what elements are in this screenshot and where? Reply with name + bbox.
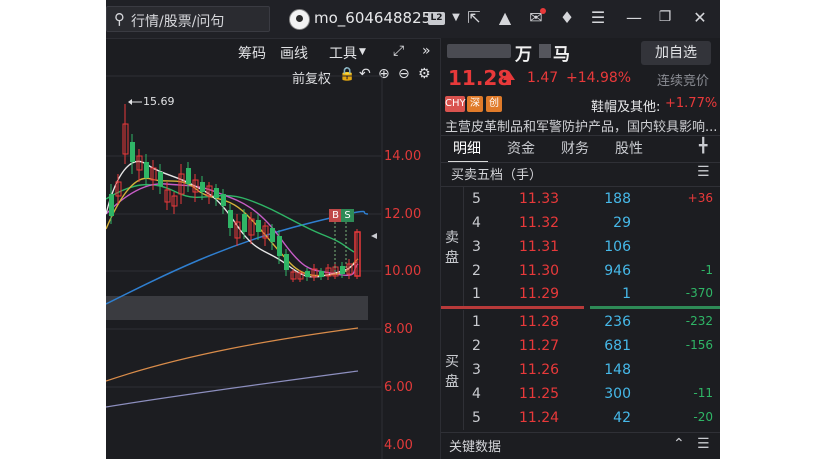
zoom-out-icon[interactable]: ⊖	[398, 66, 410, 82]
sell-pressure-bar	[441, 306, 584, 309]
high-price-label: 15.69	[143, 95, 175, 108]
dropdown-caret-icon[interactable]: ▼	[452, 12, 460, 23]
minimize-icon[interactable]: —	[626, 8, 642, 27]
tools-button[interactable]: 工具	[329, 46, 357, 62]
sell-marker[interactable]: S	[341, 209, 354, 222]
close-icon[interactable]: ✕	[693, 8, 707, 27]
kline-chart[interactable]: 前复权 🔒 ↶ ⊕ ⊖ ⚙	[106, 64, 439, 459]
chart-toolbar: 筹码 画线 工具 ▼ ⤢ »	[106, 38, 439, 64]
title-bar: ⚲ 行情/股票/问句 mo_604648825 L2 ▼ ⇱ ▲ ✉ ♦ ☰ —…	[106, 0, 720, 39]
market-tag: 深	[467, 96, 483, 112]
ask-row-5[interactable]: 5 11.33 188 +36	[472, 191, 713, 207]
key-data-title: 关键数据	[449, 440, 502, 455]
industry-label[interactable]: 鞋帽及其他:	[591, 100, 661, 115]
search-input[interactable]: 行情/股票/问句	[131, 14, 225, 30]
sell-side-label: 卖 盘	[445, 230, 459, 266]
skin-shirt-icon[interactable]: ▲	[498, 8, 512, 27]
stock-name-2: 马	[553, 45, 570, 65]
chart-canvas	[106, 75, 383, 459]
ask-row-2[interactable]: 2 11.30 946 -1	[472, 263, 713, 279]
price-change-pct: +14.98%	[566, 70, 632, 86]
tab-funds[interactable]: 资金	[507, 141, 535, 157]
bid-row-2[interactable]: 2 11.27 681 -156	[472, 338, 713, 354]
order-book-title: 买卖五档（手）	[451, 168, 543, 183]
company-description[interactable]: 主营皮革制品和军警防护产品，国内较具影响...	[445, 120, 717, 135]
divider	[441, 432, 720, 433]
avatar[interactable]	[289, 9, 310, 30]
zoom-in-icon[interactable]: ⊕	[378, 66, 390, 82]
menu-icon[interactable]: ☰	[590, 8, 606, 27]
bid-row-1[interactable]: 1 11.28 236 -232	[472, 314, 713, 330]
bid-row-4[interactable]: 4 11.25 300 -11	[472, 386, 713, 402]
price-tick: 6.00	[384, 380, 413, 395]
price-tick: 14.00	[384, 149, 422, 164]
up-arrow-icon	[503, 71, 515, 85]
ask-row-3[interactable]: 3 11.31 106	[472, 239, 631, 255]
quote-panel: 万 马 加自选 11.28 1.47 +14.98% 连续竞价 CHY 深 创 …	[440, 38, 720, 459]
chip-button[interactable]: 筹码	[238, 46, 266, 62]
buy-side-label: 买 盘	[445, 354, 459, 390]
price-change: 1.47	[527, 70, 559, 86]
bid-row-5[interactable]: 5 11.24 42 -20	[472, 410, 713, 426]
divider	[441, 162, 720, 163]
candles	[109, 104, 361, 282]
stock-name: 万	[515, 45, 532, 65]
tab-stock-character[interactable]: 股性	[615, 141, 643, 157]
key-data-menu-icon[interactable]: ☰	[697, 436, 710, 452]
price-tick: 4.00	[384, 438, 413, 453]
search-icon: ⚲	[114, 10, 125, 28]
stock-code-blurred	[447, 44, 511, 58]
bid-row-3[interactable]: 3 11.26 148	[472, 362, 631, 378]
tab-detail[interactable]: 明细	[453, 141, 481, 157]
auction-status: 连续竞价	[657, 74, 710, 89]
notification-dot	[540, 8, 546, 14]
stock-name-blurred	[539, 44, 551, 58]
mail-icon[interactable]: ✉	[529, 8, 543, 27]
fullscreen-icon[interactable]: ⤢	[393, 43, 405, 59]
search-box[interactable]: ⚲ 行情/股票/问句	[106, 6, 270, 32]
divider	[441, 135, 720, 136]
panel-layout-icon[interactable]: ╋	[699, 138, 708, 154]
board-tag: 创	[486, 96, 502, 112]
collapse-up-icon[interactable]: ⌃	[673, 436, 685, 452]
ask-row-1[interactable]: 1 11.29 1 -370	[472, 286, 713, 302]
settings-gear-icon[interactable]: ⚙	[418, 66, 431, 82]
order-book-menu-icon[interactable]: ☰	[697, 164, 710, 180]
collapse-panel-icon[interactable]: »	[422, 43, 431, 59]
level-badge: L2	[428, 12, 445, 25]
undo-icon[interactable]: ↶	[359, 66, 371, 82]
price-tick: 8.00	[384, 322, 413, 337]
export-icon[interactable]: ⇱	[467, 8, 481, 27]
price-tick: 12.00	[384, 207, 422, 222]
trading-app-window: ⚲ 行情/股票/问句 mo_604648825 L2 ▼ ⇱ ▲ ✉ ♦ ☰ —…	[106, 0, 720, 459]
bell-icon[interactable]: ♦	[559, 8, 575, 27]
divider	[441, 186, 720, 187]
lock-icon[interactable]: 🔒	[339, 67, 356, 82]
username[interactable]: mo_604648825	[314, 9, 432, 27]
current-price: 11.28	[448, 66, 512, 90]
tab-finance[interactable]: 财务	[561, 141, 589, 157]
tools-caret-icon[interactable]: ▼	[359, 47, 366, 57]
draw-line-button[interactable]: 画线	[280, 46, 308, 62]
restore-icon[interactable]: ❐	[658, 9, 672, 25]
currency-tag: CHY	[445, 96, 466, 112]
add-watchlist-button[interactable]: 加自选	[641, 41, 711, 65]
ask-row-4[interactable]: 4 11.32 29	[472, 215, 631, 231]
buy-marker[interactable]: B	[329, 209, 342, 222]
buy-pressure-bar	[590, 306, 720, 309]
industry-pct: +1.77%	[665, 96, 718, 111]
price-tick: 10.00	[384, 264, 422, 279]
